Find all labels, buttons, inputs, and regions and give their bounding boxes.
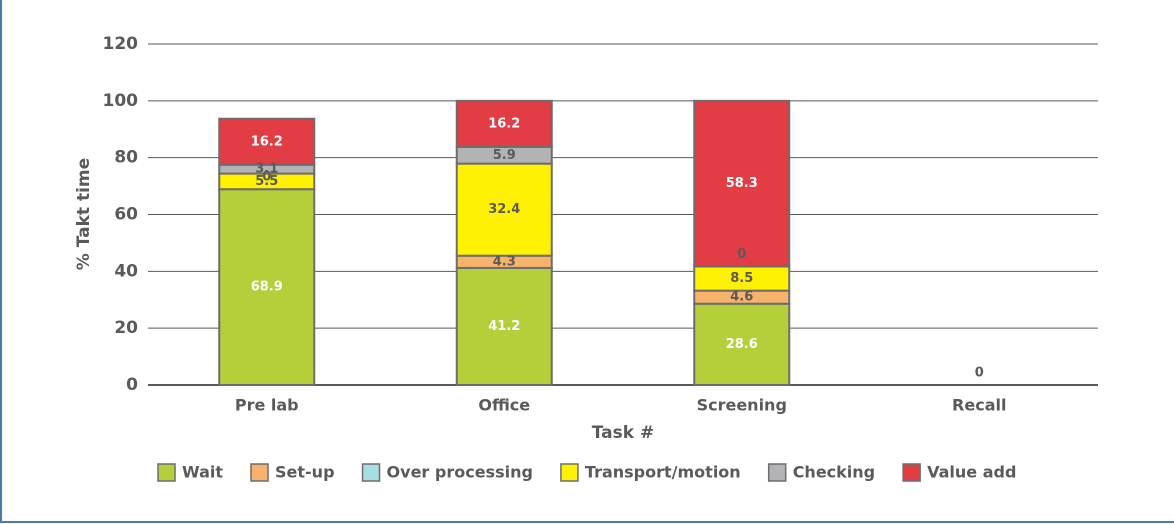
bar-segment [693, 265, 791, 292]
bar-segment [693, 99, 791, 268]
legend-swatch [157, 463, 176, 482]
data-label: 0 [262, 170, 271, 185]
data-label: 32.4 [488, 202, 520, 217]
legend-label: Set-up [275, 463, 335, 482]
data-label: 0 [975, 366, 984, 381]
legend-swatch [902, 463, 921, 482]
legend-swatch [361, 463, 381, 482]
data-label: 16.2 [488, 116, 520, 131]
legend-label: Over processing [387, 463, 533, 482]
legend-swatch [767, 463, 787, 482]
y-tick-label: 120 [103, 34, 139, 54]
x-tick-label: Recall [952, 396, 1006, 415]
data-label: 58.3 [726, 176, 758, 191]
bar-segment [455, 99, 553, 148]
x-tick-label: Screening [697, 396, 787, 415]
legend-label: Checking [793, 463, 875, 482]
x-axis-label: Task # [592, 423, 654, 443]
legend-swatch [250, 463, 269, 482]
y-axis-label: % Takt time [74, 158, 94, 270]
y-tick-label: 100 [103, 91, 139, 111]
data-label: 5.5 [255, 174, 278, 189]
legend-label: Transport/motion [585, 463, 741, 482]
x-tick-label: Office [478, 396, 530, 415]
data-label: 68.9 [251, 280, 283, 295]
y-tick-label: 60 [114, 205, 138, 225]
data-label: 5.9 [493, 148, 516, 163]
legend-label: Wait [182, 463, 223, 482]
y-tick-label: 20 [114, 318, 138, 338]
data-label: 3.1 [255, 162, 278, 177]
data-label: 16.2 [251, 134, 283, 149]
data-label: 4.3 [493, 254, 516, 269]
legend-label: Value add [927, 463, 1016, 482]
data-label: 0 [737, 247, 746, 262]
x-tick-label: Pre lab [235, 396, 299, 415]
y-tick-label: 0 [126, 375, 138, 395]
data-label: 8.5 [730, 271, 753, 286]
data-label: 4.6 [730, 290, 753, 305]
data-label: 41.2 [488, 319, 520, 334]
legend-swatch [560, 463, 579, 482]
y-tick-label: 40 [114, 261, 138, 281]
data-label: 28.6 [726, 337, 758, 352]
bar-segment [218, 188, 316, 386]
y-tick-label: 80 [114, 148, 138, 168]
bar-segment [218, 117, 316, 166]
